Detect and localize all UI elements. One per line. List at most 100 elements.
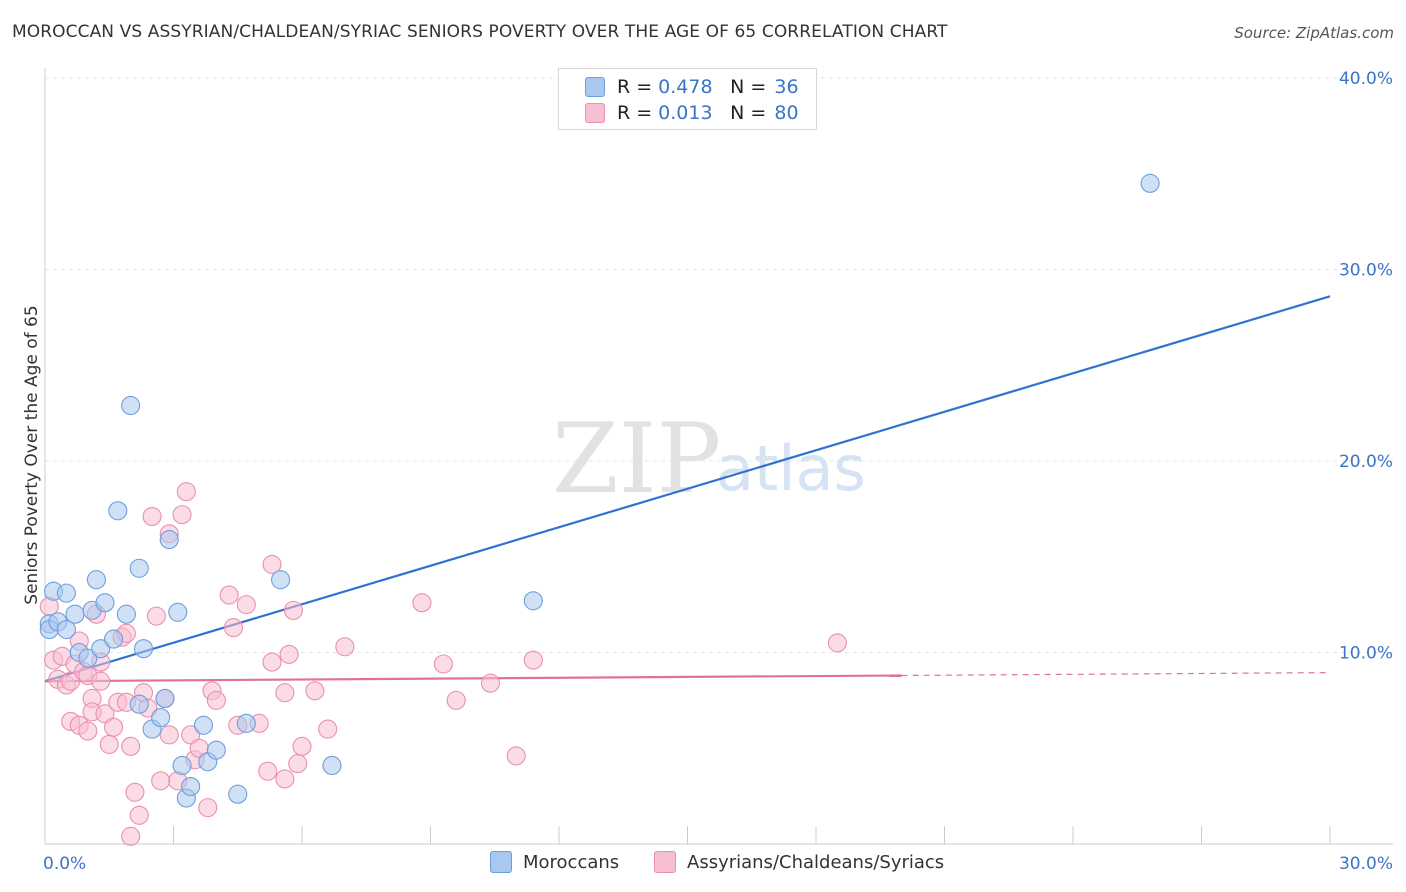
point-moroccans: [56, 619, 76, 640]
point-moroccans: [228, 784, 248, 804]
point-moroccans: [121, 395, 141, 416]
point-moroccans: [91, 639, 111, 659]
point-moroccans: [56, 583, 76, 603]
y-tick-labels: 10.0% 20.0% 30.0% 40.0%: [1339, 69, 1393, 664]
trendlines: [44, 295, 1331, 683]
point-assyrians: [412, 593, 432, 613]
point-moroccans: [116, 604, 136, 624]
point-assyrians: [206, 690, 226, 710]
point-assyrians: [480, 673, 501, 693]
point-moroccans: [193, 715, 214, 735]
point-assyrians: [275, 683, 295, 703]
legend-n-label: N =: [730, 102, 767, 124]
y-tick-label: 30.0%: [1339, 261, 1393, 281]
point-assyrians: [223, 618, 244, 638]
legend-row-assyrians: R = 0.013 N = 80: [585, 101, 799, 125]
legend: R = 0.478 N = 36 R = 0.013 N = 80: [558, 68, 817, 130]
point-assyrians: [125, 782, 145, 802]
legend-row-moroccans: R = 0.478 N = 36: [585, 75, 799, 99]
bottom-legend-label-assyrians: Assyrians/Chaldeans/Syriacs: [687, 851, 945, 873]
point-assyrians: [219, 585, 239, 605]
bottom-legend-label-moroccans: Moroccans: [523, 851, 620, 873]
point-assyrians: [91, 671, 111, 691]
legend-swatch-moroccans: [585, 77, 605, 97]
point-assyrians: [146, 606, 166, 626]
point-moroccans: [133, 639, 154, 659]
y-tick-label: 10.0%: [1339, 644, 1393, 664]
legend-r-value: 0.478: [658, 76, 713, 98]
trendline-assyrians-extension: [901, 672, 1331, 677]
point-assyrians: [99, 734, 119, 754]
axes: [44, 68, 1393, 845]
point-assyrians: [181, 725, 201, 745]
series-assyrians-points: [39, 482, 847, 846]
bottom-legend-moroccans: Moroccans: [490, 851, 619, 873]
bottom-legend: Moroccans Assyrians/Chaldeans/Syriacs: [0, 851, 1406, 877]
point-assyrians: [121, 736, 141, 756]
watermark: ZIP atlas: [552, 403, 866, 515]
point-assyrians: [176, 482, 196, 502]
watermark-zip: ZIP: [552, 403, 721, 515]
legend-r-label: R =: [617, 76, 653, 98]
point-moroccans: [86, 570, 106, 590]
point-moroccans: [271, 570, 291, 590]
point-moroccans: [322, 755, 342, 776]
point-moroccans: [172, 755, 192, 776]
point-moroccans: [206, 740, 226, 760]
series-moroccans-points: [39, 173, 1160, 808]
point-assyrians: [305, 681, 325, 701]
point-moroccans: [236, 713, 256, 733]
legend-n-label: N =: [730, 76, 767, 98]
legend-swatch-assyrians: [585, 103, 605, 123]
point-assyrians: [172, 505, 192, 525]
point-assyrians: [151, 771, 171, 791]
legend-n-value: 36: [774, 76, 799, 98]
point-assyrians: [446, 690, 466, 710]
point-moroccans: [65, 604, 85, 624]
point-assyrians: [129, 805, 149, 825]
point-assyrians: [275, 769, 295, 789]
point-moroccans: [129, 558, 149, 578]
point-moroccans: [78, 648, 98, 668]
point-assyrians: [827, 633, 847, 653]
bottom-legend-assyrians: Assyrians/Chaldeans/Syriacs: [654, 851, 944, 873]
point-moroccans: [129, 694, 149, 714]
x-tick-label: 30.0%: [1339, 854, 1393, 874]
legend-n-value: 80: [774, 102, 799, 124]
point-assyrians: [318, 719, 338, 739]
y-tick-label: 40.0%: [1339, 69, 1393, 89]
point-assyrians: [288, 754, 308, 774]
point-assyrians: [283, 600, 303, 620]
point-moroccans: [95, 593, 115, 613]
point-assyrians: [258, 761, 278, 781]
point-assyrians: [292, 736, 312, 756]
point-assyrians: [262, 652, 282, 672]
point-assyrians: [433, 654, 453, 674]
legend-r-value: 0.013: [658, 102, 713, 124]
point-moroccans: [155, 688, 175, 709]
point-assyrians: [78, 721, 98, 741]
watermark-atlas: atlas: [716, 432, 866, 505]
point-moroccans: [1140, 173, 1160, 193]
point-moroccans: [108, 501, 128, 521]
point-assyrians: [506, 746, 526, 766]
trendline-moroccans: [44, 295, 1331, 683]
point-moroccans: [523, 591, 543, 611]
point-assyrians: [142, 506, 162, 527]
point-moroccans: [151, 708, 171, 728]
point-assyrians: [236, 595, 256, 615]
bottom-legend-swatch-moroccans: [490, 851, 512, 873]
point-moroccans: [159, 529, 179, 550]
point-moroccans: [168, 602, 188, 622]
chart-title: MOROCCAN VS ASSYRIAN/CHALDEAN/SYRIAC SEN…: [12, 22, 948, 42]
chart-source: Source: ZipAtlas.com: [1234, 24, 1394, 42]
trendline-assyrians: [44, 674, 902, 683]
point-assyrians: [121, 826, 141, 846]
point-assyrians: [523, 650, 543, 670]
y-tick-label: 20.0%: [1339, 452, 1393, 472]
point-assyrians: [335, 637, 355, 657]
point-moroccans: [181, 776, 201, 797]
x-tick-label: 0.0%: [43, 854, 86, 874]
point-assyrians: [198, 798, 218, 818]
